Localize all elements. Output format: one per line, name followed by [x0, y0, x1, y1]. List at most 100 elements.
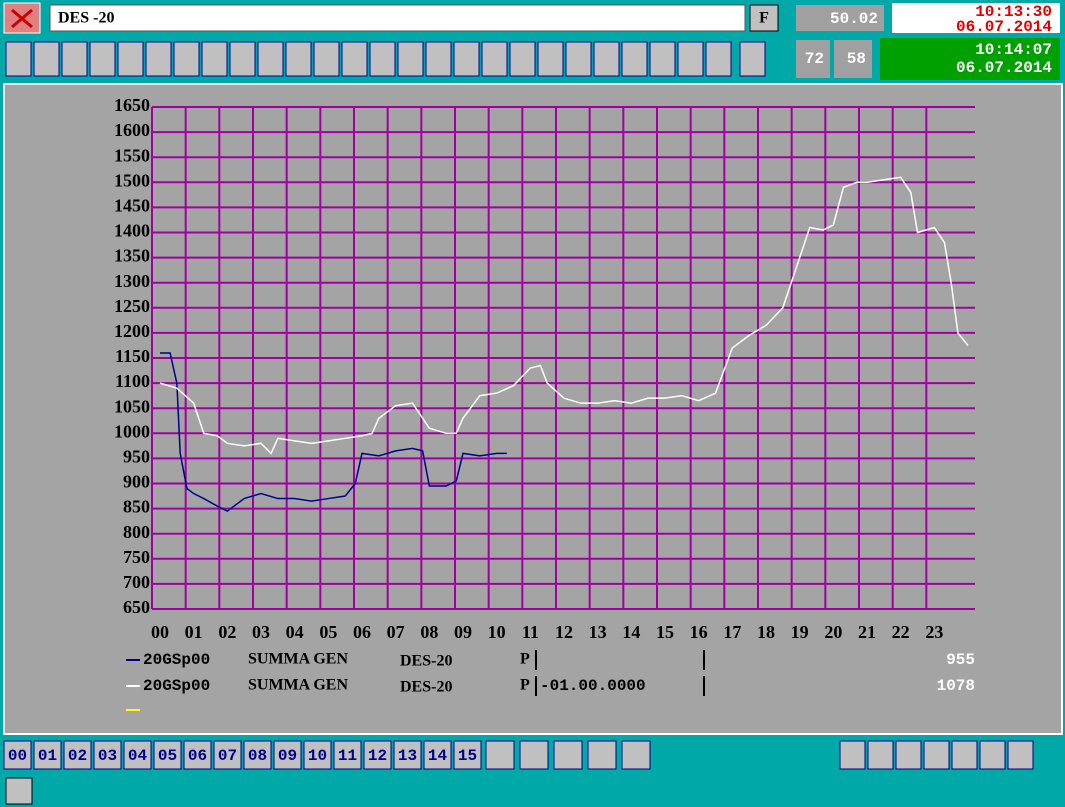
- toolbar-button[interactable]: [173, 41, 200, 77]
- view-button[interactable]: [519, 740, 549, 770]
- page-button[interactable]: [33, 740, 62, 770]
- hand-button[interactable]: [5, 777, 33, 805]
- legend-description: SUMMA GEN: [248, 651, 348, 668]
- toolbar-button[interactable]: [621, 41, 648, 77]
- toolbar-button[interactable]: [285, 41, 312, 77]
- page-button[interactable]: [243, 740, 272, 770]
- nav-button[interactable]: [979, 740, 1006, 770]
- toolbar-button[interactable]: [369, 41, 396, 77]
- toolbar-button[interactable]: [145, 41, 172, 77]
- page-button-label: 04: [128, 747, 148, 765]
- toolbar-button[interactable]: [89, 41, 116, 77]
- page-button[interactable]: [3, 740, 32, 770]
- toolbar-button[interactable]: [565, 41, 592, 77]
- toolbar-button[interactable]: [705, 41, 732, 77]
- nav-button[interactable]: [867, 740, 894, 770]
- y-tick-label: 950: [123, 447, 150, 467]
- toolbar-button[interactable]: [593, 41, 620, 77]
- page-button[interactable]: [213, 740, 242, 770]
- page-button-label: 13: [398, 747, 417, 765]
- x-tick-label: 08: [420, 622, 438, 642]
- page-button-label: 05: [158, 747, 177, 765]
- clock-top-time: 10:13:30: [975, 3, 1052, 21]
- page-button[interactable]: [333, 740, 362, 770]
- page-button[interactable]: [123, 740, 152, 770]
- view-button[interactable]: [485, 740, 515, 770]
- toolbar-button[interactable]: [313, 41, 340, 77]
- x-tick-label: 16: [690, 622, 708, 642]
- page-button[interactable]: [393, 740, 422, 770]
- toolbar-button[interactable]: [61, 41, 88, 77]
- toolbar-button[interactable]: [509, 41, 536, 77]
- counter: 58: [847, 50, 866, 68]
- toolbar-button[interactable]: [537, 41, 564, 77]
- nav-button[interactable]: [923, 740, 950, 770]
- page-button[interactable]: [363, 740, 392, 770]
- f-button[interactable]: [749, 4, 779, 32]
- page-button[interactable]: [63, 740, 92, 770]
- nav-button[interactable]: [951, 740, 978, 770]
- clock-top-box: [892, 3, 1060, 33]
- x-tick-label: 04: [286, 622, 304, 642]
- view-button[interactable]: [621, 740, 651, 770]
- legend-name: 20GSp00: [143, 677, 210, 695]
- nav-button[interactable]: [839, 740, 866, 770]
- toolbar-button[interactable]: [257, 41, 284, 77]
- page-button-label: 08: [248, 747, 267, 765]
- page-button[interactable]: [273, 740, 302, 770]
- x-tick-label: 01: [185, 622, 203, 642]
- legend-station: DES-20: [400, 653, 452, 670]
- y-tick-label: 1250: [114, 296, 150, 316]
- page-button-label: 12: [368, 747, 387, 765]
- f-label: F: [759, 10, 769, 27]
- toolbar-button[interactable]: [201, 41, 228, 77]
- page-button[interactable]: [153, 740, 182, 770]
- legend-station: DES-20: [400, 679, 452, 696]
- y-tick-label: 1000: [114, 421, 150, 441]
- toolbar-button[interactable]: [453, 41, 480, 77]
- y-tick-label: 900: [123, 472, 150, 492]
- close-icon: [11, 8, 33, 29]
- clock-bottom-box: [880, 38, 1060, 80]
- toolbar-button[interactable]: [117, 41, 144, 77]
- y-tick-label: 1550: [114, 145, 150, 165]
- x-tick-label: 06: [353, 622, 371, 642]
- toolbar-button[interactable]: [425, 41, 452, 77]
- nav-button[interactable]: [895, 740, 922, 770]
- toolbar-button[interactable]: [229, 41, 256, 77]
- toolbar-button[interactable]: [481, 41, 508, 77]
- y-tick-label: 1300: [114, 271, 150, 291]
- x-tick-label: 13: [589, 622, 607, 642]
- page-button[interactable]: [423, 740, 452, 770]
- x-tick-label: 00: [151, 622, 169, 642]
- page-button[interactable]: [303, 740, 332, 770]
- toolbar-button[interactable]: [33, 41, 60, 77]
- view-button[interactable]: [587, 740, 617, 770]
- x-tick-label: 23: [925, 622, 943, 642]
- page-button[interactable]: [93, 740, 122, 770]
- y-tick-label: 1450: [114, 196, 150, 216]
- x-tick-label: 11: [522, 622, 539, 642]
- page-button[interactable]: [453, 740, 482, 770]
- y-tick-label: 1200: [114, 321, 150, 341]
- toolbar-button[interactable]: [341, 41, 368, 77]
- toolbar-button[interactable]: [5, 41, 32, 77]
- view-button[interactable]: [553, 740, 583, 770]
- clock-top-date: 06.07.2014: [956, 18, 1052, 36]
- page-button-label: 00: [8, 747, 27, 765]
- title-field[interactable]: [49, 4, 746, 32]
- page-button[interactable]: [183, 740, 212, 770]
- x-tick-label: 12: [555, 622, 573, 642]
- toolbar-button[interactable]: [739, 41, 766, 77]
- nav-button[interactable]: [1007, 740, 1034, 770]
- toolbar-button[interactable]: [677, 41, 704, 77]
- page-button-label: 11: [338, 747, 357, 765]
- x-tick-label: 17: [723, 622, 741, 642]
- x-tick-label: 19: [791, 622, 809, 642]
- toolbar-button[interactable]: [397, 41, 424, 77]
- toolbar-button[interactable]: [649, 41, 676, 77]
- x-tick-label: 07: [387, 622, 405, 642]
- x-tick-label: 21: [858, 622, 876, 642]
